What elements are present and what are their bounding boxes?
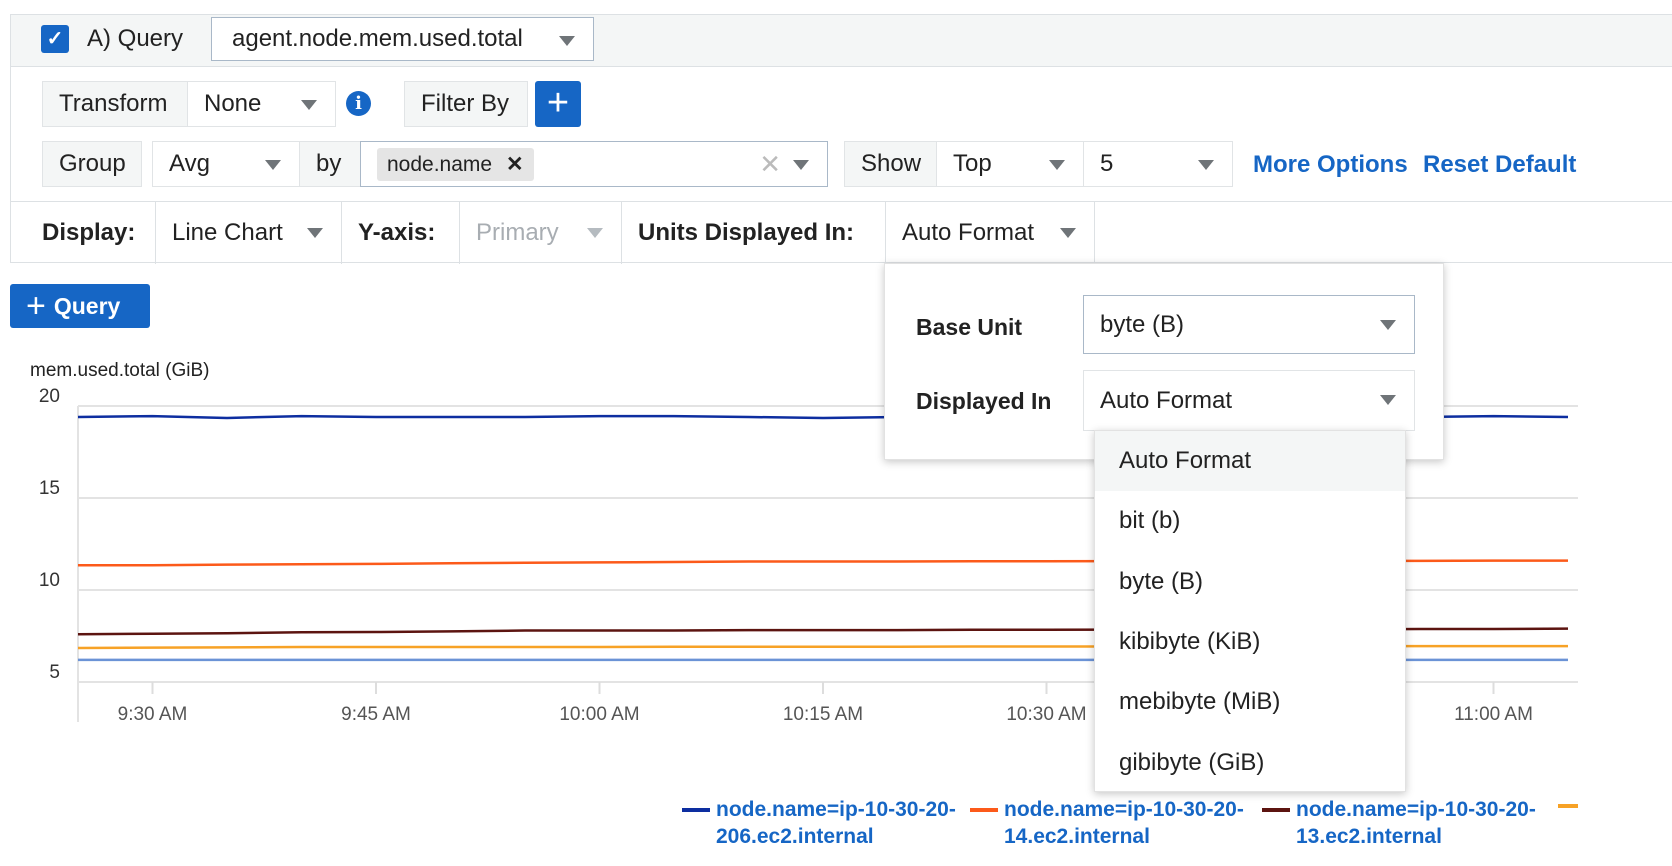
- transform-select[interactable]: None: [187, 81, 336, 127]
- x-tick-label: 10:15 AM: [783, 704, 863, 725]
- option-bit[interactable]: bit (b): [1119, 507, 1181, 535]
- y-tick-label: 15: [39, 478, 60, 499]
- count-value: 5: [1100, 150, 1114, 177]
- group-agg-value: Avg: [169, 150, 210, 177]
- filter-by-label: Filter By: [404, 81, 528, 127]
- clear-icon[interactable]: ✕: [759, 148, 781, 179]
- info-icon[interactable]: i: [346, 91, 371, 116]
- option-byte[interactable]: byte (B): [1119, 567, 1204, 595]
- units-select[interactable]: Auto Format: [886, 202, 1095, 264]
- legend-item[interactable]: node.name=ip-10-30-20-14.ec2.internal: [970, 796, 1244, 850]
- x-tick-label: 9:45 AM: [341, 704, 411, 725]
- option-gibibyte[interactable]: gibibyte (GiB): [1119, 748, 1265, 776]
- x-tick-label: 9:30 AM: [118, 704, 188, 725]
- legend-label: node.name=ip-10-30-20-14.ec2.internal: [1004, 798, 1244, 848]
- legend-swatch: [1262, 808, 1290, 813]
- option-mebibyte[interactable]: mebibyte (MiB): [1119, 688, 1281, 716]
- displayed-in-label: Displayed In: [916, 388, 1052, 414]
- count-select[interactable]: 5: [1083, 141, 1233, 187]
- base-unit-select[interactable]: byte (B): [1083, 295, 1415, 354]
- group-agg-select[interactable]: Avg: [152, 141, 300, 187]
- more-options-link[interactable]: More Options: [1253, 151, 1408, 178]
- add-query-label: Query: [53, 292, 121, 319]
- legend-swatch: [970, 808, 998, 813]
- query-panel: ✓ A) Query agent.node.mem.used.total Tra…: [10, 14, 1672, 264]
- x-tick-label: 10:30 AM: [1006, 704, 1086, 725]
- chevron-down-icon: [301, 100, 317, 110]
- chevron-down-icon: [265, 160, 281, 170]
- yaxis-label: Y-axis:: [342, 202, 460, 264]
- show-select[interactable]: Top: [936, 141, 1084, 187]
- display-label: Display:: [11, 202, 156, 264]
- chevron-down-icon: [1198, 160, 1214, 170]
- plus-icon: +: [26, 286, 46, 325]
- yaxis-select: Primary: [460, 202, 622, 264]
- metric-select[interactable]: agent.node.mem.used.total: [211, 17, 594, 61]
- option-kibibyte[interactable]: kibibyte (KiB): [1119, 628, 1261, 656]
- display-select[interactable]: Line Chart: [156, 202, 342, 264]
- units-value: Auto Format: [902, 219, 1035, 246]
- displayed-in-value: Auto Format: [1100, 386, 1233, 414]
- y-tick-label: 10: [39, 570, 60, 591]
- add-filter-button[interactable]: +: [535, 81, 581, 127]
- chevron-down-icon: [1380, 395, 1396, 405]
- units-dropdown-list: Auto Format bit (b) byte (B) kibibyte (K…: [1094, 430, 1406, 792]
- tag-chip: node.name ✕: [377, 147, 534, 181]
- group-label: Group: [42, 141, 142, 187]
- tag-label: node.name: [387, 152, 493, 176]
- y-tick-label: 20: [39, 386, 60, 407]
- legend-swatch: [1558, 804, 1578, 808]
- transform-value: None: [204, 90, 262, 117]
- x-tick-label: 10:00 AM: [559, 704, 639, 725]
- base-unit-value: byte (B): [1100, 310, 1185, 338]
- chevron-down-icon: [559, 36, 575, 46]
- y-tick-label: 5: [49, 662, 60, 683]
- query-checkbox[interactable]: ✓: [41, 25, 69, 53]
- chevron-down-icon: [587, 228, 603, 238]
- query-label: A) Query: [87, 25, 184, 52]
- query-row: ✓ A) Query agent.node.mem.used.total: [11, 15, 1672, 67]
- display-row: Display: Line Chart Y-axis: Primary Unit…: [11, 201, 1672, 264]
- legend-item[interactable]: node.name=ip-10-30-20-206.ec2.internal: [682, 796, 956, 850]
- reset-default-link[interactable]: Reset Default: [1423, 151, 1577, 178]
- metric-value: agent.node.mem.used.total: [232, 25, 523, 52]
- displayed-in-select[interactable]: Auto Format: [1083, 370, 1415, 431]
- option-auto-format[interactable]: Auto Format: [1095, 431, 1405, 492]
- show-label: Show: [844, 141, 937, 187]
- x-tick-label: 11:00 AM: [1454, 704, 1533, 725]
- by-label: by: [299, 141, 361, 187]
- display-value: Line Chart: [172, 219, 283, 246]
- legend-swatch: [682, 808, 710, 813]
- base-unit-label: Base Unit: [916, 314, 1023, 340]
- y-axis-title: mem.used.total (GiB): [30, 360, 210, 381]
- units-label: Units Displayed In:: [622, 202, 886, 264]
- show-value: Top: [953, 150, 992, 177]
- chevron-down-icon: [793, 160, 809, 170]
- chevron-down-icon: [307, 228, 323, 238]
- chevron-down-icon: [1049, 160, 1065, 170]
- add-query-button[interactable]: + Query: [10, 284, 150, 328]
- group-by-input[interactable]: node.name ✕ ✕: [360, 141, 828, 187]
- remove-tag-icon[interactable]: ✕: [505, 152, 524, 176]
- transform-label: Transform: [42, 81, 188, 127]
- chevron-down-icon: [1060, 228, 1076, 238]
- yaxis-value: Primary: [476, 219, 559, 246]
- legend-label: node.name=ip-10-30-20-206.ec2.internal: [716, 798, 956, 848]
- chevron-down-icon: [1380, 320, 1396, 330]
- units-popup: Base Unit byte (B) Displayed In Auto For…: [884, 263, 1444, 460]
- legend-label: node.name=ip-10-30-20-13.ec2.internal: [1296, 798, 1536, 848]
- legend-item[interactable]: node.name=ip-10-30-20-13.ec2.internal: [1262, 796, 1536, 850]
